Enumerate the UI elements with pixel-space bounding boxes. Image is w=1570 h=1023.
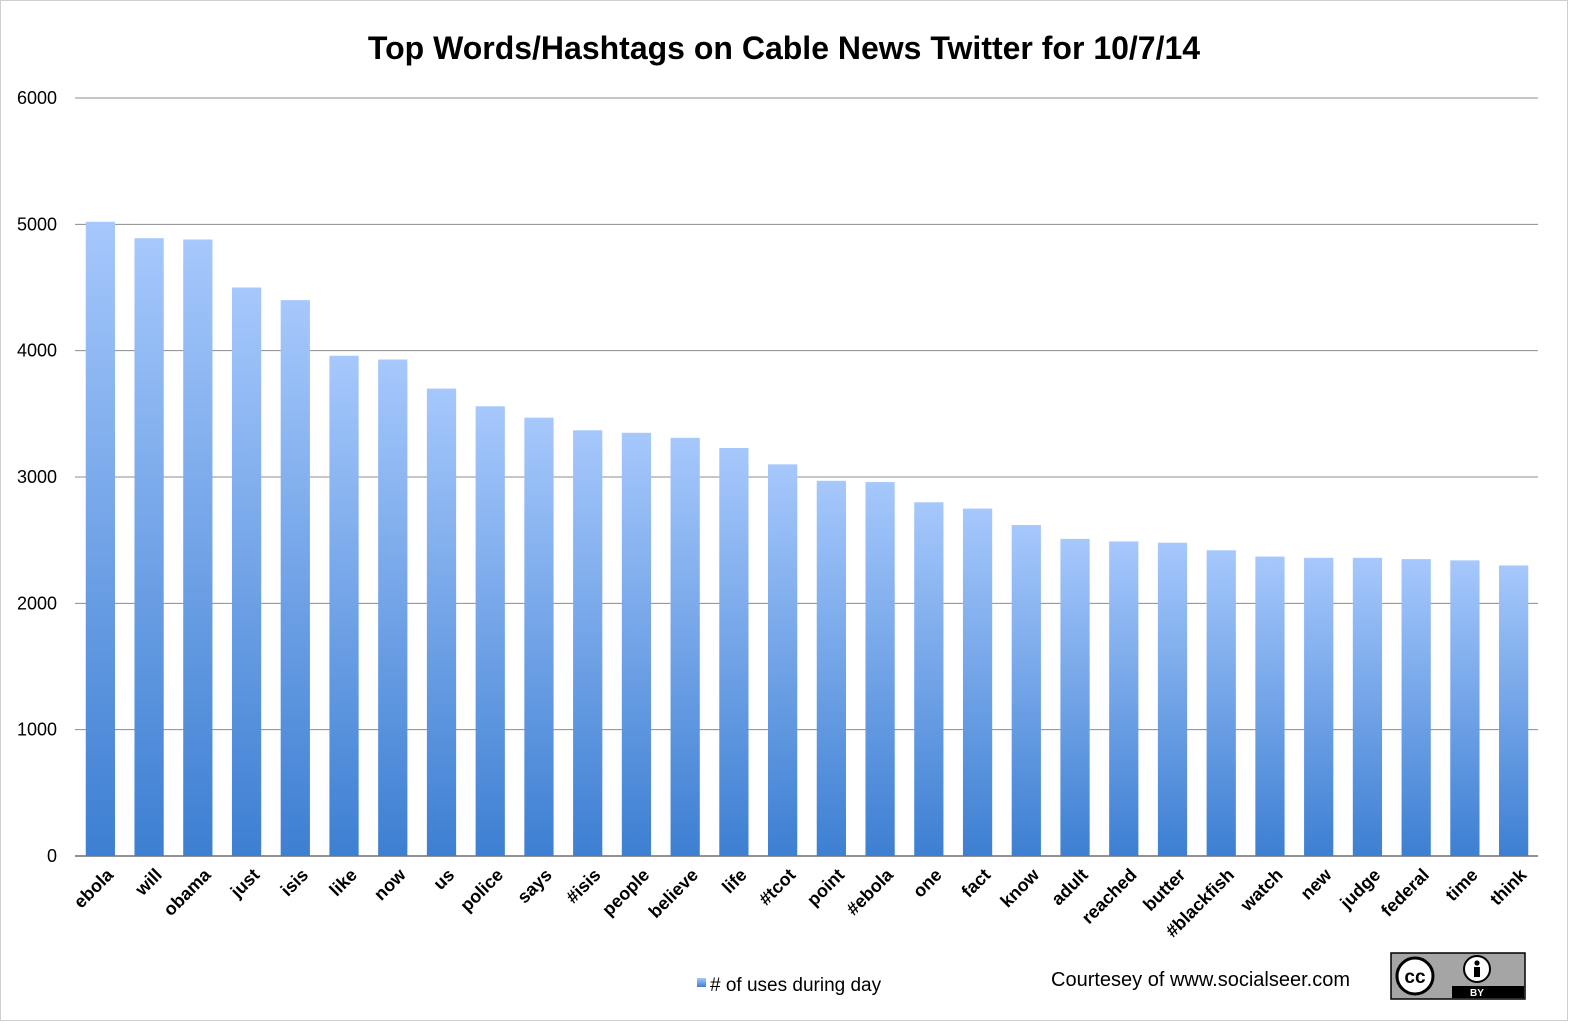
bar-point [816, 480, 846, 856]
bar-time [1450, 560, 1480, 856]
x-tick-label: just [226, 865, 263, 902]
bar-reached [1109, 541, 1139, 856]
x-tick-label: says [513, 865, 555, 907]
x-tick-label: believe [645, 865, 702, 922]
bar-people [621, 432, 652, 856]
bar-adult [1060, 538, 1090, 856]
bar-think [1499, 565, 1529, 856]
bar-new [1304, 557, 1334, 856]
legend-label: # of uses during day [710, 975, 882, 996]
x-tick-label: isis [277, 865, 312, 900]
x-tick-label: point [803, 865, 848, 910]
x-tick-label: federal [1377, 865, 1433, 921]
x-tick-label: know [996, 864, 1043, 911]
gridlines [75, 97, 1538, 857]
x-tick-label: adult [1047, 865, 1092, 910]
x-tick-label: us [429, 865, 458, 894]
bar-watch [1255, 556, 1285, 856]
x-tick-label: obama [159, 864, 215, 920]
x-tick-label: think [1486, 864, 1531, 909]
bar-just [231, 287, 262, 856]
creative-commons-by-icon: cc BY [1390, 952, 1526, 1000]
y-tick-label: 3000 [17, 467, 57, 487]
y-tick-label: 0 [47, 846, 57, 866]
x-tick-label: now [370, 864, 410, 904]
bar-fact [962, 508, 993, 856]
bar-obama [183, 239, 213, 856]
x-tick-label: people [598, 865, 653, 920]
chart-title: Top Words/Hashtags on Cable News Twitter… [368, 30, 1200, 66]
bar-judge [1352, 557, 1383, 856]
x-tick-label: ebola [70, 864, 118, 912]
x-tick-label: #isis [562, 865, 604, 907]
y-tick-label: 6000 [17, 88, 57, 108]
x-tick-label: like [325, 865, 360, 900]
y-tick-label: 2000 [17, 593, 57, 613]
bar-butter [1157, 542, 1188, 856]
bar-hash-blackfish [1206, 550, 1236, 856]
legend-swatch [697, 978, 706, 987]
bar-now [378, 359, 408, 856]
x-tick-label: life [718, 865, 751, 898]
x-tick-label: fact [958, 865, 995, 902]
x-tick-label: new [1297, 864, 1337, 904]
y-axis-tick-labels: 0 1000 2000 3000 4000 5000 6000 [17, 88, 57, 866]
y-tick-label: 1000 [17, 720, 57, 740]
bar-hash-ebola [865, 482, 895, 856]
bar-says [524, 417, 554, 856]
x-tick-label: #tcot [755, 865, 800, 910]
bar-federal [1401, 559, 1431, 856]
bar-know [1011, 525, 1041, 856]
x-tick-label: watch [1236, 865, 1287, 916]
x-tick-label: time [1441, 865, 1481, 905]
bar-will [134, 238, 164, 857]
y-tick-label: 4000 [17, 341, 57, 361]
bar-hash-tcot [768, 464, 798, 856]
bar-hash-isis [573, 430, 603, 856]
x-tick-label: one [909, 865, 946, 902]
cc-badge-text: cc [1404, 967, 1426, 988]
bars [85, 221, 1529, 857]
bar-like [329, 355, 359, 856]
credit-text: Courtesey of www.socialseer.com [1051, 969, 1350, 991]
x-tick-label: #ebola [842, 864, 897, 919]
y-tick-label: 5000 [17, 214, 57, 234]
x-tick-label: police [456, 865, 507, 916]
bar-life [719, 447, 749, 856]
by-badge-text: BY [1470, 988, 1484, 999]
bar-ebola [85, 221, 115, 857]
x-tick-label: will [131, 865, 166, 900]
bar-isis [280, 300, 310, 857]
legend: # of uses during day [697, 975, 882, 996]
bar-believe [670, 437, 700, 856]
bar-one [914, 502, 944, 856]
bar-police [475, 406, 505, 856]
bar-us [426, 388, 457, 856]
